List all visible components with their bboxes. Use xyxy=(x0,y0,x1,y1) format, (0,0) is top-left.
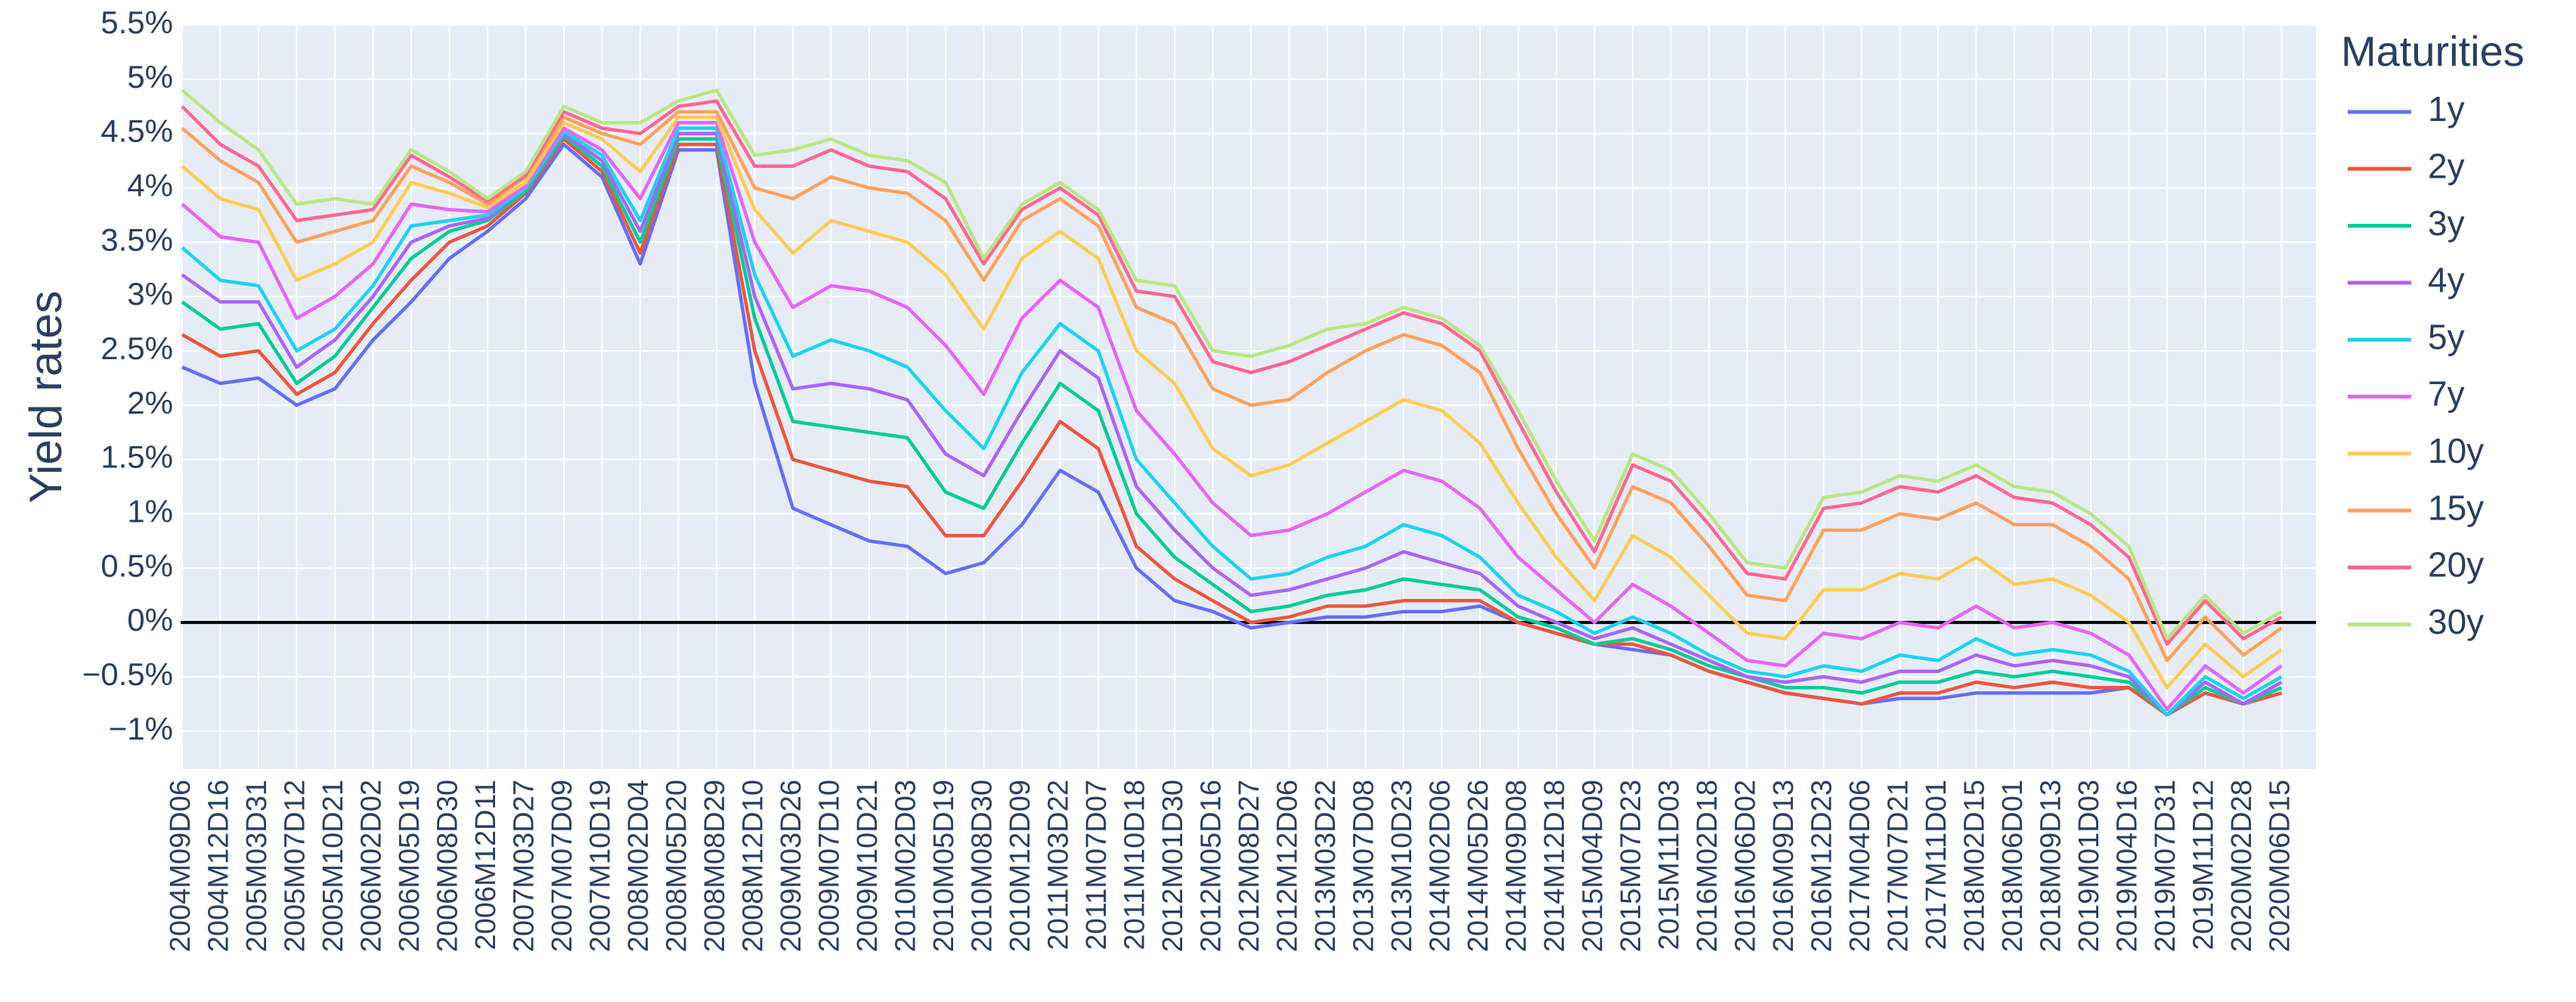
x-tick-label: 2007M07D09 xyxy=(546,780,578,952)
x-tick-label: 2012M08D27 xyxy=(1234,780,1265,952)
x-tick-label: 2015M11D03 xyxy=(1654,780,1686,950)
x-tick-label: 2019M04D16 xyxy=(2112,780,2144,952)
series-line xyxy=(181,142,2283,717)
legend-label: 7y xyxy=(2428,374,2465,414)
legend-label: 3y xyxy=(2428,203,2465,243)
x-tick-label: 2018M06D01 xyxy=(1997,780,2029,952)
x-tick-label: 2013M03D22 xyxy=(1310,780,1342,952)
x-tick-label: 2017M11D01 xyxy=(1921,780,1952,950)
series-line xyxy=(181,115,2283,690)
x-tick-label: 2009M03D26 xyxy=(776,780,807,952)
x-tick-label: 2016M12D23 xyxy=(1807,780,1838,952)
legend-label: 20y xyxy=(2428,545,2484,585)
x-tick-label: 2012M05D16 xyxy=(1196,780,1228,952)
x-tick-label: 2017M04D06 xyxy=(1844,780,1876,952)
x-tick-label: 2010M02D03 xyxy=(890,780,922,952)
plot-background xyxy=(181,25,2316,769)
y-tick-label: 0% xyxy=(127,602,173,637)
x-tick-label: 2014M12D18 xyxy=(1539,780,1571,952)
legend-label: 30y xyxy=(2428,602,2484,641)
x-tick-label: 2012M12D06 xyxy=(1272,780,1304,952)
x-tick-label: 2016M02D18 xyxy=(1692,780,1723,952)
legend-label: 10y xyxy=(2428,431,2484,470)
x-tick-label: 2004M12D16 xyxy=(203,780,235,952)
series-line xyxy=(181,88,2283,641)
x-tick-label: 2019M07D31 xyxy=(2150,780,2181,952)
series-line xyxy=(181,134,2283,717)
legend-label: 5y xyxy=(2428,317,2465,356)
legend-label: 15y xyxy=(2428,488,2484,527)
x-tick-label: 2006M02D02 xyxy=(356,780,388,952)
x-tick-label: 2006M08D30 xyxy=(432,780,464,952)
legend-label: 2y xyxy=(2428,146,2465,185)
legend-label: 4y xyxy=(2428,260,2465,299)
y-tick-label: −0.5% xyxy=(82,656,173,692)
x-tick-label: 2020M02D28 xyxy=(2226,780,2258,952)
x-tick-label: 2011M10D18 xyxy=(1119,780,1151,950)
x-tick-label: 2006M12D11 xyxy=(470,780,502,950)
y-tick-label: 5.5% xyxy=(101,5,173,40)
x-tick-label: 2010M08D30 xyxy=(967,780,999,952)
y-tick-label: 1% xyxy=(127,494,173,529)
x-tick-label: 2010M05D19 xyxy=(928,780,960,952)
x-tick-label: 2016M06D02 xyxy=(1730,780,1762,952)
y-tick-label: 5% xyxy=(127,59,173,95)
x-tick-label: 2017M07D21 xyxy=(1883,780,1915,952)
x-tick-label: 2018M02D15 xyxy=(1959,780,1991,952)
x-tick-label: 2015M04D09 xyxy=(1577,780,1609,952)
x-tick-label: 2018M09D13 xyxy=(2036,780,2067,952)
x-tick-label: 2012M01D30 xyxy=(1157,780,1189,952)
x-tick-label: 2020M06D15 xyxy=(2265,780,2296,952)
legend-title: Maturities xyxy=(2341,27,2525,75)
x-tick-label: 2016M09D13 xyxy=(1768,780,1800,952)
x-tick-label: 2008M05D20 xyxy=(661,780,693,952)
x-tick-label: 2005M10D21 xyxy=(317,780,349,952)
x-tick-label: 2014M09D08 xyxy=(1501,780,1533,952)
y-axis-title: Yield rates xyxy=(20,290,71,503)
x-tick-label: 2004M09D06 xyxy=(165,780,197,952)
y-tick-label: 2% xyxy=(127,385,173,420)
y-tick-label: 4% xyxy=(127,168,173,203)
x-tick-label: 2011M03D22 xyxy=(1043,780,1075,950)
y-tick-label: 4.5% xyxy=(101,113,173,149)
y-tick-label: −1% xyxy=(109,711,173,746)
x-tick-label: 2010M12D09 xyxy=(1005,780,1036,952)
y-tick-label: 1.5% xyxy=(101,439,173,475)
x-tick-label: 2013M07D08 xyxy=(1348,780,1380,952)
x-tick-label: 2009M10D21 xyxy=(852,780,884,952)
y-tick-label: 3% xyxy=(127,276,173,312)
x-tick-label: 2013M10D23 xyxy=(1386,780,1418,952)
x-tick-label: 2015M07D23 xyxy=(1615,780,1647,952)
y-tick-label: 3.5% xyxy=(101,222,173,257)
x-tick-label: 2009M07D10 xyxy=(814,780,846,952)
y-tick-label: 0.5% xyxy=(101,548,173,583)
legend-label: 1y xyxy=(2428,89,2465,129)
x-tick-label: 2005M07D12 xyxy=(280,780,311,952)
x-tick-label: 2008M08D29 xyxy=(699,780,731,952)
x-tick-label: 2008M02D04 xyxy=(623,780,655,952)
x-tick-label: 2007M10D19 xyxy=(585,780,617,952)
x-tick-label: 2019M11D12 xyxy=(2188,780,2220,950)
x-tick-label: 2005M03D31 xyxy=(241,780,273,952)
series-line xyxy=(181,99,2283,647)
x-tick-label: 2014M05D26 xyxy=(1463,780,1494,952)
y-tick-label: 2.5% xyxy=(101,330,173,366)
x-tick-label: 2019M01D03 xyxy=(2073,780,2105,952)
series-line xyxy=(181,121,2283,712)
x-tick-label: 2011M07D07 xyxy=(1081,780,1113,950)
x-tick-label: 2007M03D27 xyxy=(509,780,540,952)
x-tick-label: 2014M02D06 xyxy=(1425,780,1457,952)
x-tick-label: 2008M12D10 xyxy=(738,780,769,952)
x-tick-label: 2006M05D19 xyxy=(394,780,426,952)
